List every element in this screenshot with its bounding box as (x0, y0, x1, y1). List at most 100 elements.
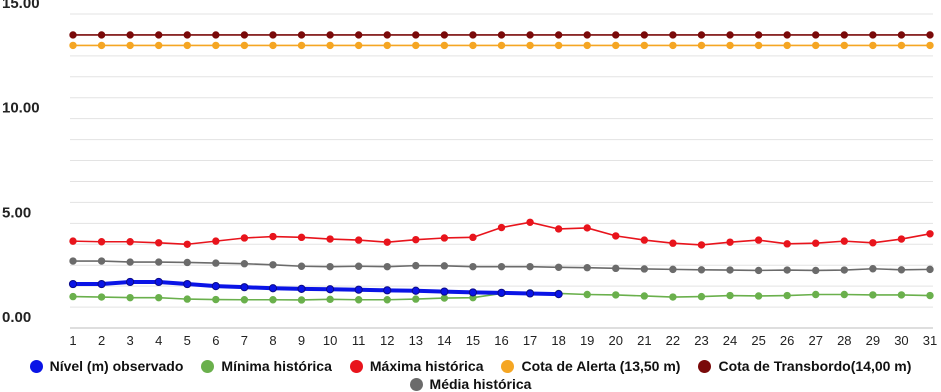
y-tick-label: 10.00 (2, 100, 40, 117)
data-point (640, 31, 649, 39)
data-point (212, 259, 220, 267)
data-point (69, 237, 77, 245)
x-tick-label: 22 (666, 333, 680, 348)
data-point (69, 41, 77, 50)
x-tick-label: 27 (808, 333, 822, 348)
legend-label-average: Média histórica (429, 376, 532, 392)
x-tick-label: 6 (212, 333, 219, 348)
data-point (383, 262, 391, 271)
data-point (469, 262, 477, 271)
data-point (469, 31, 477, 39)
data-point (583, 224, 591, 232)
data-point (69, 292, 77, 301)
data-point (183, 258, 191, 267)
data-point (897, 291, 906, 299)
x-tick-label: 16 (494, 333, 508, 348)
data-point (212, 31, 220, 39)
data-point (240, 260, 249, 268)
data-point (440, 294, 449, 302)
data-point (155, 293, 163, 302)
data-point (926, 230, 934, 238)
y-axis-tick-labels: 0.00 5.00 10.00 15.00 (2, 0, 40, 326)
x-tick-label: 30 (894, 333, 908, 348)
data-point (126, 277, 135, 287)
legend-second-row: Média histórica (0, 376, 941, 392)
data-point (583, 31, 591, 39)
data-point (240, 31, 249, 39)
data-point (269, 31, 277, 39)
x-tick-label: 26 (780, 333, 794, 348)
legend-label-alert: Cota de Alerta (13,50 m) (521, 358, 681, 374)
x-tick-label: 19 (580, 333, 594, 348)
data-point (126, 31, 134, 39)
data-point (412, 41, 420, 50)
data-point (526, 41, 534, 50)
data-point (554, 263, 563, 271)
data-point (97, 279, 106, 289)
data-point (497, 223, 506, 232)
legend: Nível (m) observado Mínima histórica Máx… (0, 358, 941, 374)
data-point (612, 41, 620, 50)
data-point (697, 266, 706, 274)
y-tick-label: 0.00 (2, 309, 31, 326)
legend-label-observed: Nível (m) observado (49, 358, 184, 374)
data-point (412, 235, 420, 244)
data-point (326, 31, 334, 39)
data-point (268, 284, 278, 293)
data-point (212, 295, 220, 304)
data-point (583, 264, 591, 272)
data-point (554, 225, 563, 233)
x-tick-label: 20 (609, 333, 623, 348)
data-point (326, 262, 334, 271)
data-point (612, 264, 620, 273)
legend-label-minimum: Mínima histórica (221, 358, 332, 374)
data-point (354, 296, 363, 304)
x-tick-label: 21 (637, 333, 651, 348)
data-point (97, 238, 106, 246)
data-point (297, 233, 306, 242)
legend-item-observed: Nível (m) observado (29, 358, 184, 374)
series-3 (69, 41, 934, 50)
data-point (411, 286, 420, 295)
x-tick-label: 14 (437, 333, 451, 348)
x-tick-label: 18 (551, 333, 565, 348)
series-0 (68, 277, 563, 299)
data-point (583, 290, 591, 299)
x-tick-label: 3 (127, 333, 134, 348)
data-point (697, 241, 706, 249)
data-point (497, 31, 506, 39)
data-point (554, 289, 563, 299)
data-point (869, 31, 877, 39)
data-point (297, 262, 306, 270)
gridlines (70, 13, 933, 329)
data-point (269, 232, 277, 241)
data-point (897, 41, 906, 50)
x-tick-label: 12 (380, 333, 394, 348)
data-point (754, 266, 763, 275)
data-point (525, 289, 535, 298)
legend-swatch-minimum (201, 359, 215, 373)
data-point (669, 265, 677, 274)
data-point (554, 31, 563, 39)
data-point (497, 288, 506, 297)
data-point (697, 292, 706, 301)
data-point (269, 41, 277, 50)
data-point (840, 31, 848, 39)
data-point (726, 266, 734, 274)
data-point (154, 277, 163, 287)
data-point (97, 293, 106, 301)
data-point (697, 41, 706, 50)
data-point (468, 288, 478, 297)
data-point (897, 235, 906, 243)
data-point (183, 41, 191, 50)
data-point (97, 257, 106, 265)
data-point (240, 296, 249, 304)
data-point (754, 41, 763, 50)
data-point (183, 295, 191, 303)
legend-label-overflow: Cota de Transbordo(14,00 m) (718, 358, 912, 374)
legend-swatch-observed (29, 359, 43, 373)
legend-item-maximum: Máxima histórica (349, 358, 483, 374)
data-point (383, 238, 391, 246)
data-point (926, 291, 934, 300)
data-point (183, 31, 191, 39)
